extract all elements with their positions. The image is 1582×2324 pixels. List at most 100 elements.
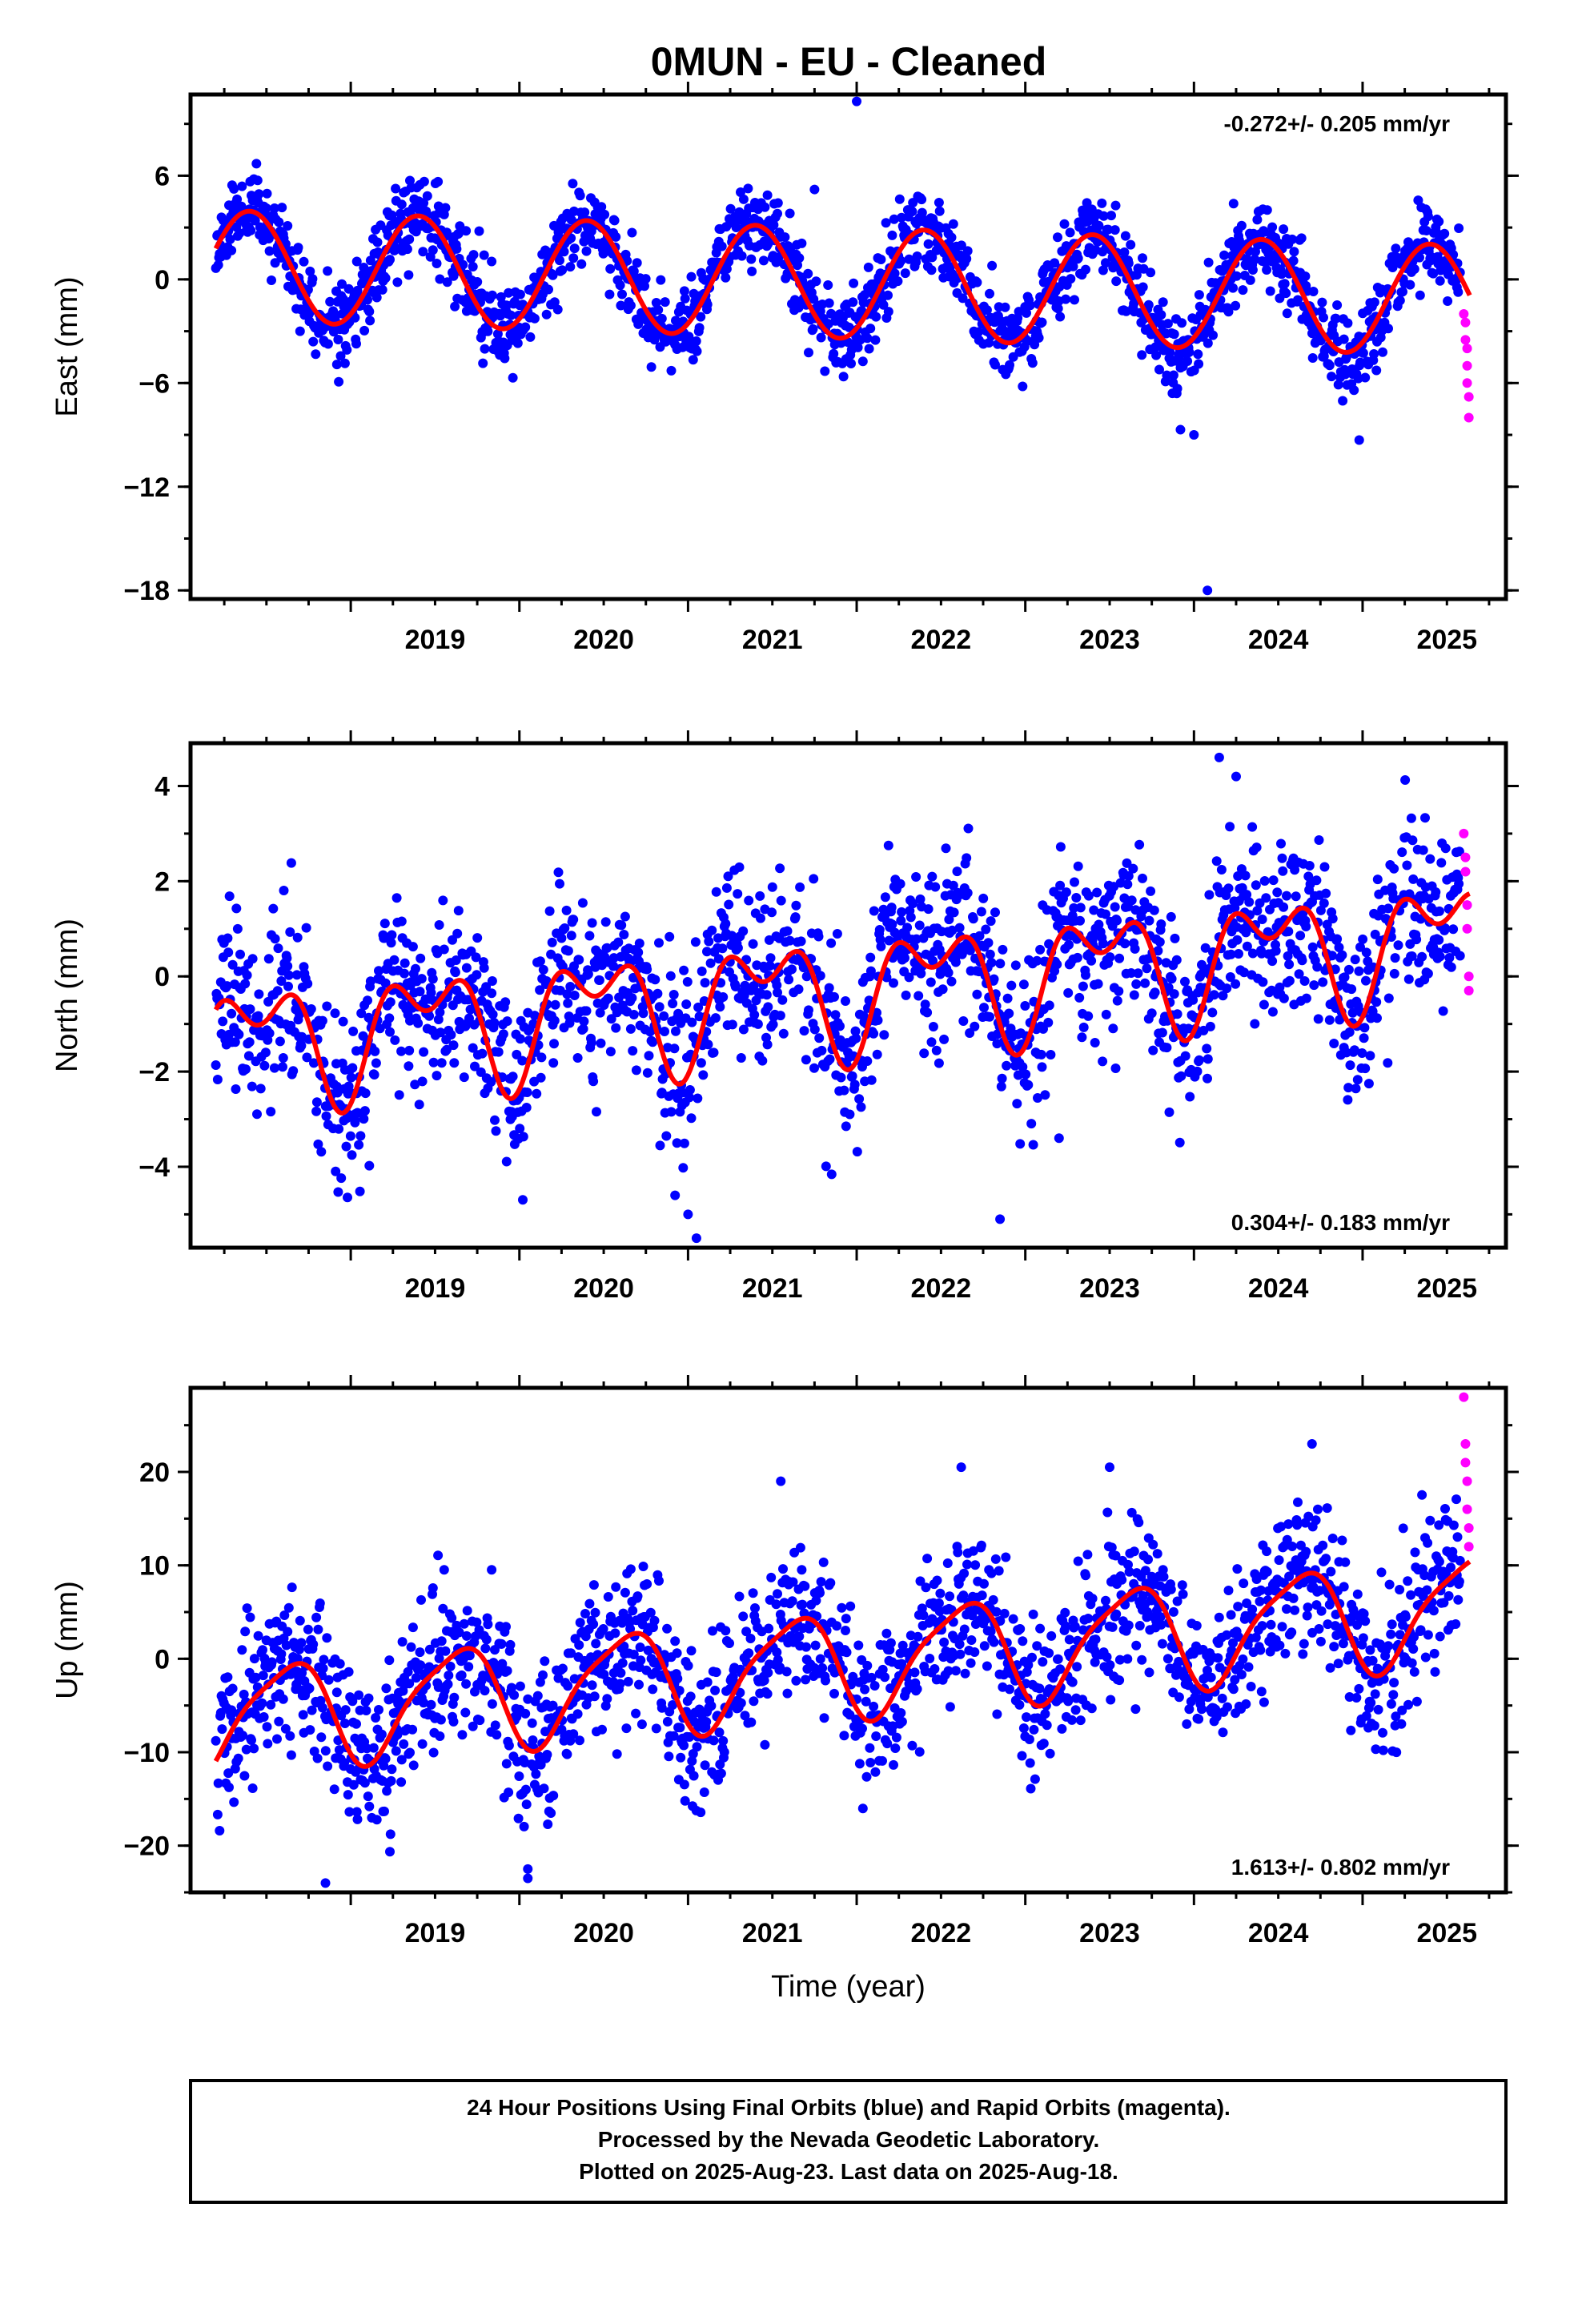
final-point: [433, 1015, 444, 1024]
final-point: [1130, 905, 1141, 915]
final-point: [1408, 874, 1419, 884]
final-point: [1343, 1083, 1354, 1093]
final-point: [543, 1819, 553, 1829]
final-point: [640, 274, 651, 284]
rapid-point: [1464, 412, 1474, 423]
final-point: [386, 938, 396, 948]
final-point: [1131, 1640, 1142, 1651]
final-point: [1304, 861, 1315, 870]
final-point: [515, 289, 525, 300]
final-point: [241, 1744, 251, 1755]
final-point: [628, 1606, 638, 1616]
final-point: [778, 1028, 789, 1039]
final-point: [323, 1675, 334, 1685]
final-point: [556, 933, 567, 943]
final-point: [965, 945, 975, 955]
final-point: [456, 1670, 467, 1680]
final-point: [1252, 215, 1263, 225]
final-point: [552, 304, 563, 315]
final-point: [679, 1138, 689, 1148]
final-point: [711, 887, 721, 897]
final-point: [943, 967, 954, 978]
final-point: [989, 974, 999, 984]
final-point: [579, 1016, 589, 1027]
final-point: [426, 987, 436, 998]
final-point: [297, 1668, 307, 1678]
final-point: [1360, 372, 1371, 383]
final-point: [1403, 237, 1413, 247]
final-point: [341, 1141, 351, 1152]
final-point: [578, 1023, 588, 1034]
final-point: [1183, 1023, 1194, 1034]
final-point: [1247, 948, 1258, 959]
final-point: [1307, 942, 1318, 952]
final-point: [1454, 846, 1464, 857]
final-point: [946, 976, 957, 987]
final-point: [679, 286, 689, 296]
final-point: [1075, 915, 1085, 926]
rapid-point: [1464, 971, 1474, 982]
final-point: [627, 227, 637, 238]
final-point: [415, 1647, 425, 1658]
final-point: [865, 324, 876, 334]
final-point: [976, 907, 986, 917]
final-point: [1063, 987, 1074, 998]
final-point: [865, 966, 876, 976]
final-point: [992, 1709, 1002, 1719]
final-point: [276, 1649, 287, 1659]
final-point: [1295, 931, 1306, 941]
final-point: [1138, 253, 1147, 263]
final-point: [575, 191, 585, 201]
final-point: [371, 1713, 381, 1723]
final-point: [1057, 1723, 1067, 1734]
rapid-point: [1462, 360, 1472, 371]
final-point: [1078, 981, 1088, 991]
final-point: [1233, 871, 1243, 881]
final-point: [521, 1103, 532, 1112]
final-point: [1194, 359, 1204, 369]
final-point: [451, 955, 461, 965]
final-point: [670, 1636, 681, 1647]
final-point: [555, 255, 564, 266]
final-point: [460, 1707, 471, 1718]
final-point: [470, 1061, 480, 1072]
final-point: [266, 1699, 276, 1710]
final-point: [501, 1622, 511, 1632]
final-point: [576, 259, 587, 269]
final-point: [305, 266, 315, 276]
final-point: [809, 1063, 819, 1073]
final-point: [1170, 933, 1180, 943]
final-point: [442, 1044, 452, 1055]
final-point: [966, 1635, 977, 1645]
final-point: [881, 218, 891, 228]
final-point: [653, 305, 664, 315]
final-point: [785, 935, 795, 946]
final-point: [296, 1040, 307, 1051]
final-point: [569, 243, 580, 254]
final-point: [1137, 1655, 1147, 1665]
final-point: [227, 1705, 237, 1715]
final-point: [844, 322, 854, 332]
final-point: [974, 327, 983, 337]
final-point: [1378, 347, 1387, 357]
final-point: [568, 179, 578, 189]
final-point: [763, 1667, 773, 1678]
final-point: [461, 963, 472, 973]
final-point: [283, 981, 293, 991]
final-point: [266, 1107, 276, 1117]
y-axis-label: East (mm): [50, 276, 84, 416]
final-point: [323, 266, 333, 276]
rapid-point: [1460, 317, 1471, 328]
final-point: [1157, 1027, 1167, 1038]
final-point: [923, 904, 934, 915]
final-point: [363, 1693, 374, 1703]
final-point: [231, 903, 242, 914]
final-point-outlier: [1354, 435, 1364, 445]
rapid-point: [1460, 335, 1471, 345]
final-point: [600, 917, 611, 927]
final-point: [355, 1186, 365, 1196]
final-point: [364, 307, 375, 316]
final-point: [371, 292, 382, 303]
final-point: [245, 1612, 255, 1622]
final-point: [634, 1679, 644, 1690]
